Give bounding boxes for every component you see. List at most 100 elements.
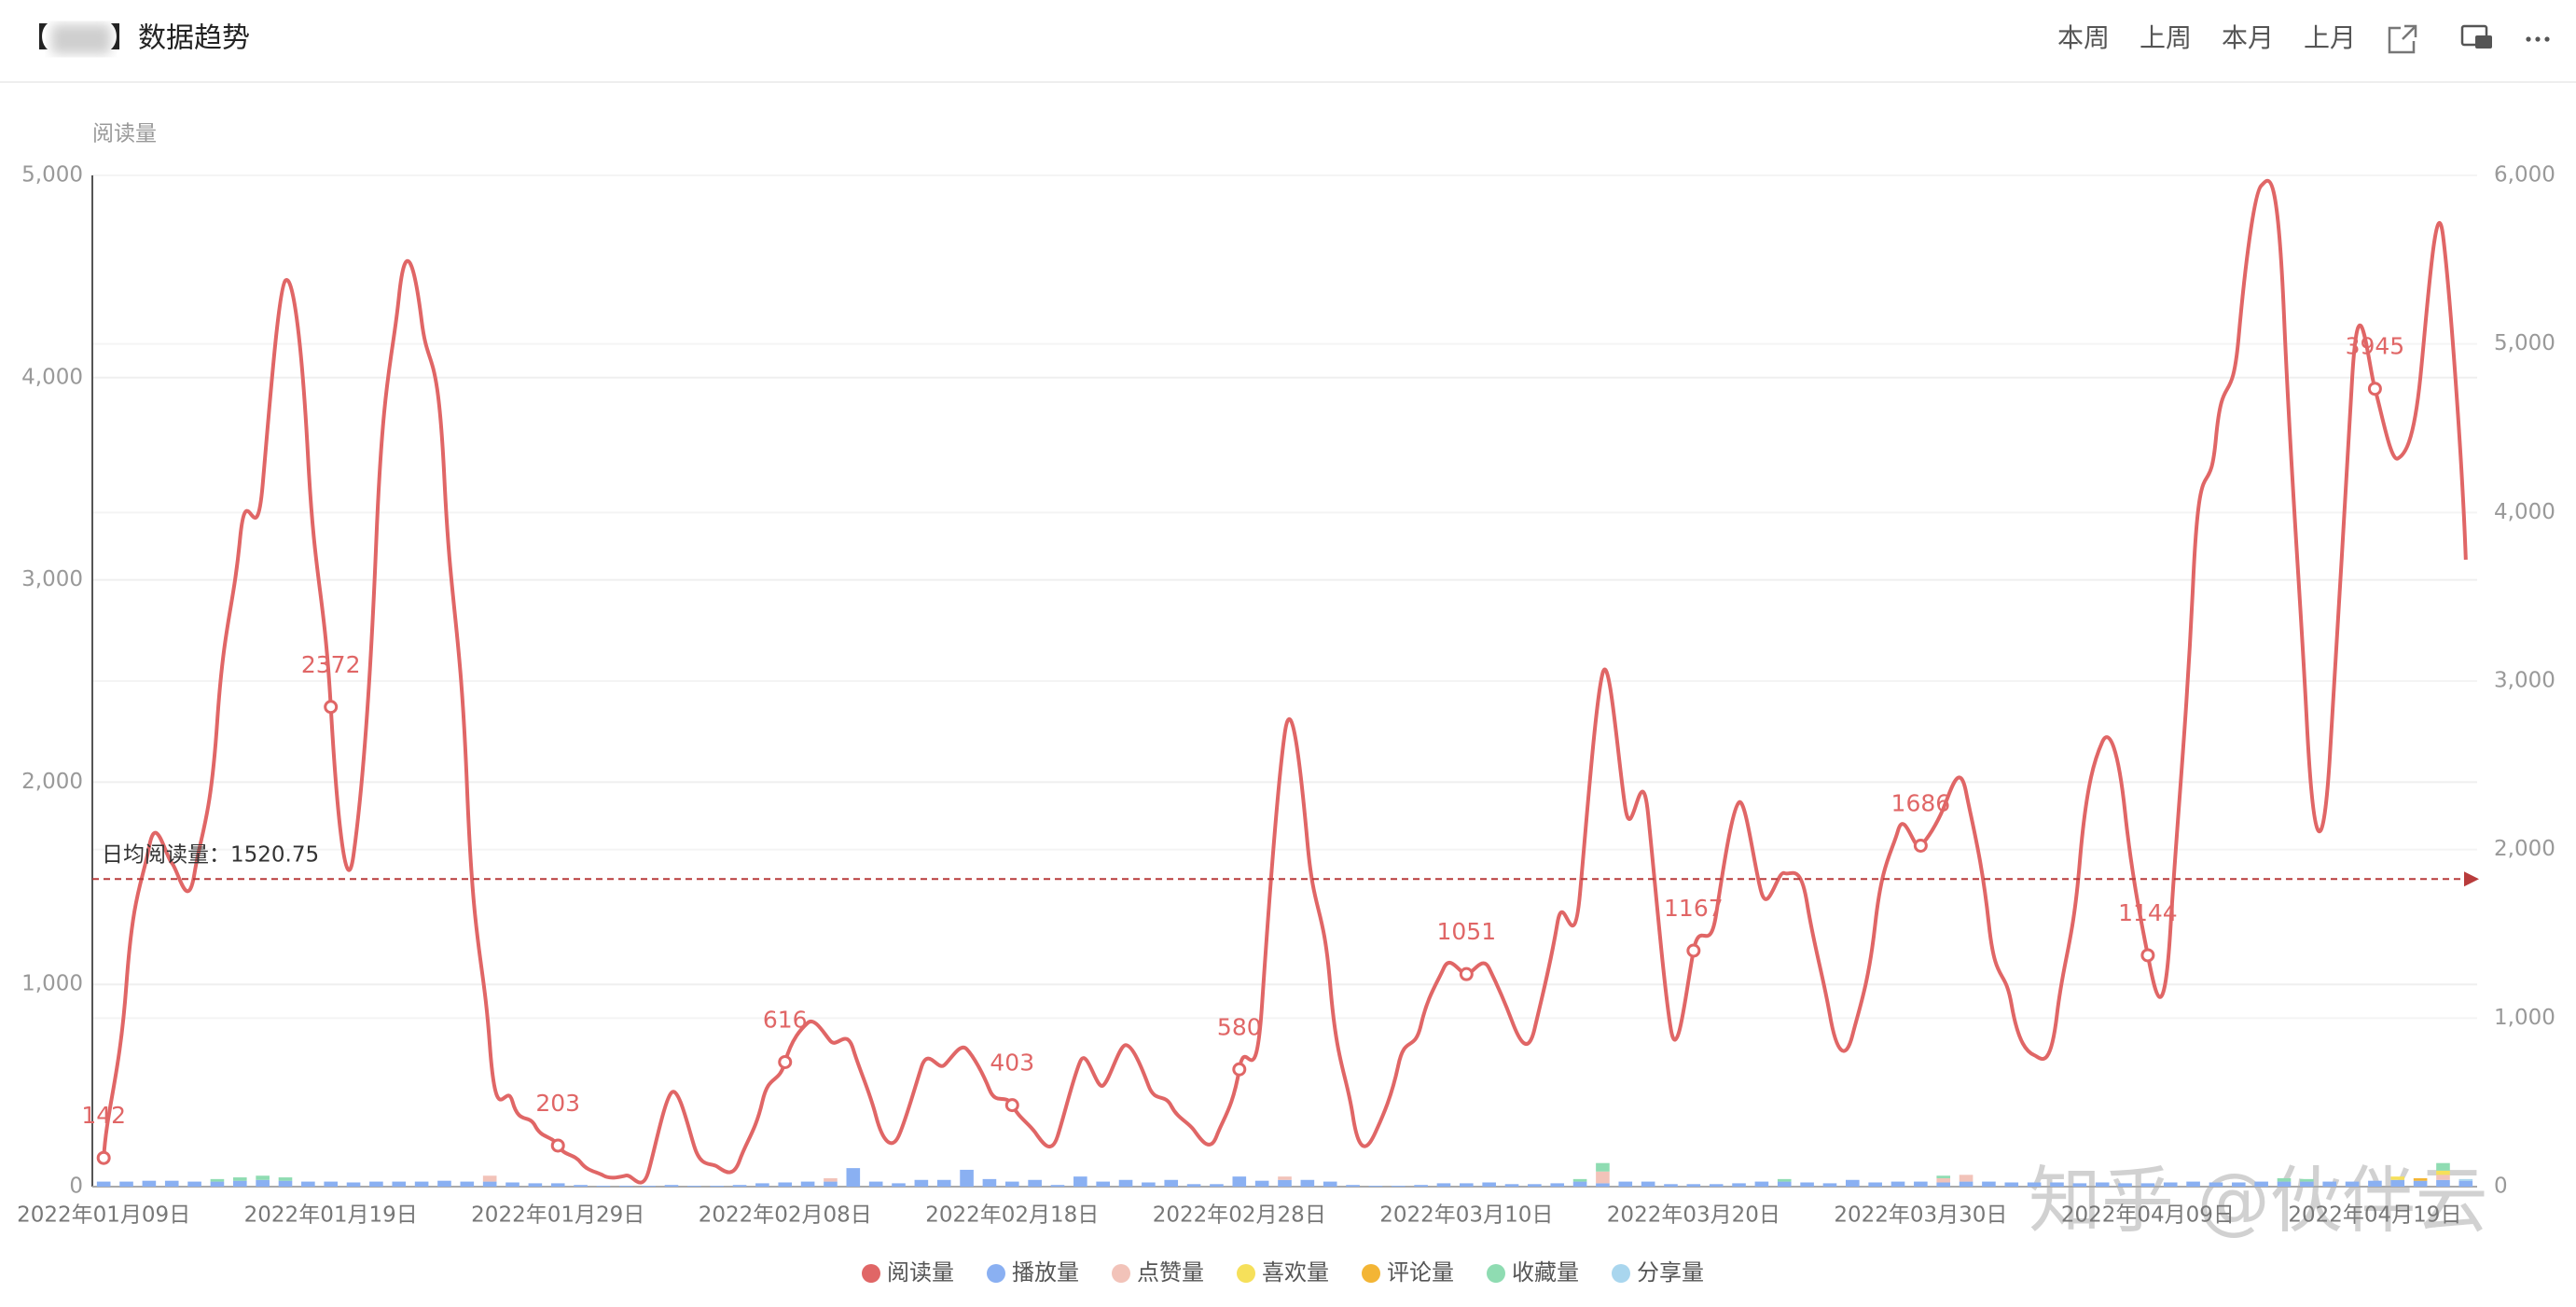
bar-segment <box>2368 1180 2382 1187</box>
y-tick-label: 1,000 <box>21 972 83 996</box>
bar-segment <box>1959 1181 1974 1187</box>
bar-segment <box>2390 1176 2405 1180</box>
legend-label: 点赞量 <box>1137 1259 1204 1286</box>
bar-segment <box>960 1169 974 1187</box>
bar-segment <box>1346 1185 1360 1187</box>
data-label: 1051 <box>1437 918 1497 945</box>
x-tick-label: 2022年01月19日 <box>244 1203 418 1228</box>
bar-segment <box>96 1181 111 1187</box>
y-tick-label: 2,000 <box>21 770 83 794</box>
bar-segment <box>2140 1183 2155 1187</box>
range-button[interactable]: 上月 <box>2304 22 2356 53</box>
y2-tick-label: 3,000 <box>2494 669 2555 693</box>
bar-segment <box>710 1186 724 1187</box>
bar-segment <box>2277 1181 2292 1187</box>
legend-label: 收藏量 <box>1512 1259 1579 1286</box>
bar-segment <box>210 1181 225 1187</box>
bar-segment <box>2300 1181 2314 1187</box>
legend-label: 阅读量 <box>887 1259 954 1286</box>
bar-segment <box>800 1181 815 1187</box>
bar-segment <box>892 1183 906 1187</box>
legend-swatch <box>1487 1264 1505 1283</box>
range-button[interactable]: 本月 <box>2222 22 2274 53</box>
data-label: 142 <box>81 1102 126 1129</box>
bar-segment <box>369 1181 383 1187</box>
data-label: 1167 <box>1664 895 1724 922</box>
more-icon[interactable] <box>2526 36 2550 42</box>
bar-segment <box>1709 1184 1724 1187</box>
bar-segment <box>1936 1175 1951 1178</box>
bar-segment <box>2436 1179 2450 1187</box>
bar-segment <box>1118 1179 1133 1187</box>
bar-segment <box>2050 1182 2064 1187</box>
bar-segment <box>2163 1182 2178 1187</box>
legend-swatch <box>1237 1264 1255 1283</box>
bar-segment <box>2072 1183 2087 1187</box>
bar-segment <box>1868 1182 1882 1187</box>
bar-segment <box>2436 1170 2450 1175</box>
average-arrow <box>2464 871 2479 887</box>
bar-segment <box>687 1186 701 1187</box>
x-tick-label: 2022年02月28日 <box>1153 1203 1326 1228</box>
bar-segment <box>1596 1162 1610 1172</box>
bar-segment <box>1096 1181 1110 1187</box>
y-tick-label: 3,000 <box>21 567 83 591</box>
bar-segment <box>2231 1182 2246 1187</box>
bar-segment <box>1073 1176 1087 1187</box>
open-icon[interactable] <box>2388 24 2417 54</box>
bar-segment <box>2390 1179 2405 1187</box>
screen-icon[interactable] <box>2460 24 2492 49</box>
bar-segment <box>2300 1178 2314 1182</box>
x-tick-label: 2022年01月29日 <box>471 1203 644 1228</box>
point-marker <box>1459 966 1474 981</box>
range-button[interactable]: 本周 <box>2057 22 2110 53</box>
legend-swatch <box>987 1264 1005 1283</box>
x-tick-label: 2022年03月20日 <box>1607 1203 1780 1228</box>
bar-segment <box>2186 1181 2200 1187</box>
bar-segment <box>1982 1181 1996 1187</box>
legend-label: 播放量 <box>1012 1259 1079 1286</box>
bar-segment <box>1210 1184 1224 1187</box>
range-button[interactable]: 上周 <box>2140 22 2192 53</box>
bar-segment <box>1936 1182 1951 1187</box>
bar-segment <box>936 1179 951 1187</box>
bar-segment <box>1528 1184 1542 1187</box>
bar-segment <box>1504 1184 1519 1187</box>
line-series <box>102 178 2468 1185</box>
bar-segment <box>2004 1182 2019 1187</box>
bar-segment <box>1482 1182 1496 1187</box>
bar-segment <box>2118 1183 2132 1187</box>
bar-segment <box>778 1182 793 1187</box>
x-tick-label: 2022年01月09日 <box>17 1203 190 1228</box>
bar-segment <box>210 1178 225 1182</box>
x-tick-label: 2022年02月18日 <box>925 1203 1099 1228</box>
bar-segment <box>1959 1175 1974 1182</box>
bar-segment <box>1664 1184 1678 1187</box>
bar-segment <box>278 1177 293 1181</box>
bar-segment <box>482 1181 497 1187</box>
point-marker <box>1913 838 1928 853</box>
bar-segment <box>2436 1175 2450 1180</box>
bar-segment <box>1460 1183 1474 1187</box>
bar-segment <box>142 1180 157 1187</box>
x-tick-label: 2022年03月10日 <box>1379 1203 1553 1228</box>
point-marker <box>1686 943 1701 958</box>
bar-segment <box>437 1180 451 1187</box>
point-marker <box>1004 1098 1019 1113</box>
bar-segment <box>1004 1181 1019 1187</box>
data-label: 616 <box>763 1006 808 1033</box>
bar-segment <box>2413 1177 2428 1181</box>
data-label: 3945 <box>2346 333 2405 360</box>
average-label: 日均阅读量：1520.75 <box>102 842 319 867</box>
legend-swatch <box>862 1264 880 1283</box>
bar-segment <box>2458 1180 2473 1187</box>
bar-segment <box>256 1175 270 1180</box>
point-marker <box>2367 382 2382 396</box>
bar-segment <box>528 1183 543 1187</box>
bar-segment <box>1596 1183 1610 1187</box>
legend-swatch <box>1112 1264 1130 1283</box>
point-marker <box>96 1150 111 1165</box>
bar-segment <box>1050 1185 1065 1187</box>
bar-segment <box>346 1182 361 1187</box>
